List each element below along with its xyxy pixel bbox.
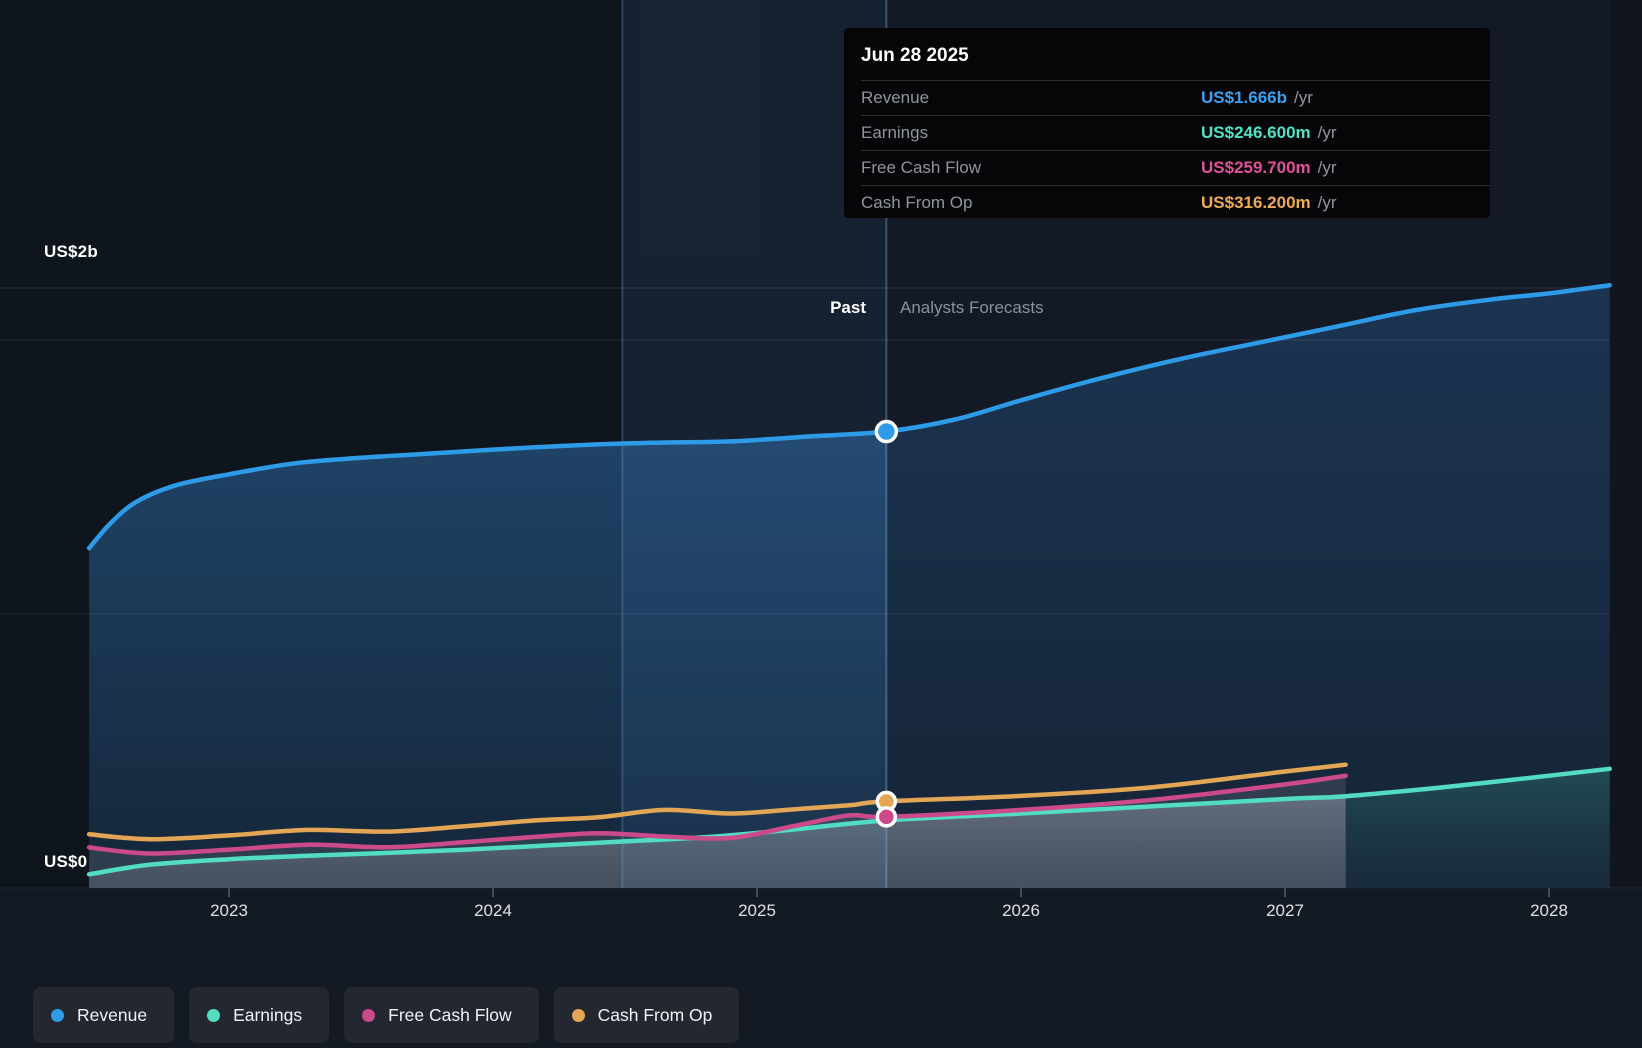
revenue-line — [86, 282, 1612, 551]
legend-label: Revenue — [77, 1004, 148, 1025]
tooltip-suffix: /yr — [1294, 88, 1313, 107]
tooltip-value: US$1.666b — [1201, 88, 1287, 107]
y-axis-label-2b: US$2b — [44, 242, 98, 261]
x-tick-2024: 2024 — [474, 901, 512, 920]
revenue-marker — [874, 419, 899, 444]
tooltip-suffix: /yr — [1317, 193, 1337, 212]
tooltip-row-free-cash-flow: Free Cash Flow US$259.700m /yr — [861, 150, 1490, 185]
legend-item-revenue[interactable]: Revenue — [33, 987, 175, 1043]
free-cash-flow-dot-icon — [362, 1008, 376, 1022]
x-tick-2026: 2026 — [1002, 901, 1040, 920]
x-tick-2025: 2025 — [738, 901, 776, 920]
tooltip-suffix: /yr — [1317, 123, 1337, 142]
tooltip-value: US$316.200m — [1201, 193, 1311, 212]
chart-legend: Revenue Earnings Free Cash Flow Cash Fro… — [33, 987, 740, 1043]
tooltip-value: US$246.600m — [1201, 123, 1311, 142]
y-axis-label-0: US$0 — [44, 852, 88, 871]
tooltip-label: Free Cash Flow — [861, 158, 981, 177]
free_cash_flow-line — [86, 773, 1348, 856]
legend-item-cash-from-op[interactable]: Cash From Op — [553, 987, 740, 1043]
x-tick-2027: 2027 — [1266, 901, 1304, 920]
cash_from_op-line — [86, 762, 1348, 842]
revenue-dot-icon — [51, 1008, 64, 1022]
legend-label: Earnings — [233, 1004, 303, 1025]
tooltip-row-earnings: Earnings US$246.600m /yr — [861, 115, 1490, 150]
legend-label: Cash From Op — [597, 1004, 713, 1025]
chart-tooltip: Jun 28 2025 Revenue US$1.666b /yr Earnin… — [844, 28, 1490, 218]
legend-label: Free Cash Flow — [388, 1004, 512, 1025]
tooltip-date: Jun 28 2025 — [861, 45, 969, 66]
tooltip-label: Revenue — [861, 88, 930, 107]
tooltip-suffix: /yr — [1317, 158, 1337, 177]
earnings-area-forecast — [1345, 768, 1610, 888]
x-tick-2023: 2023 — [210, 901, 248, 920]
past-label: Past — [830, 298, 866, 317]
tooltip-row-revenue: Revenue US$1.666b /yr — [861, 80, 1490, 115]
tooltip-label: Earnings — [861, 123, 929, 142]
earnings-dot-icon — [207, 1008, 221, 1022]
legend-item-earnings[interactable]: Earnings — [189, 987, 330, 1043]
tooltip-row-cash-from-op: Cash From Op US$316.200m /yr — [861, 185, 1490, 220]
revenue-area-forecast — [886, 285, 1610, 888]
legend-item-free-cash-flow[interactable]: Free Cash Flow — [344, 987, 539, 1043]
cash-from-op-dot-icon — [571, 1008, 585, 1022]
tooltip-label: Cash From Op — [861, 193, 973, 212]
earnings-area-grey — [89, 796, 1346, 888]
analysts-forecasts-label: Analysts Forecasts — [900, 298, 1044, 317]
x-tick-2028: 2028 — [1530, 901, 1568, 920]
tooltip-value: US$259.700m — [1201, 158, 1311, 177]
revenue-area-past — [89, 431, 887, 888]
free_cash_flow-marker — [875, 806, 898, 828]
